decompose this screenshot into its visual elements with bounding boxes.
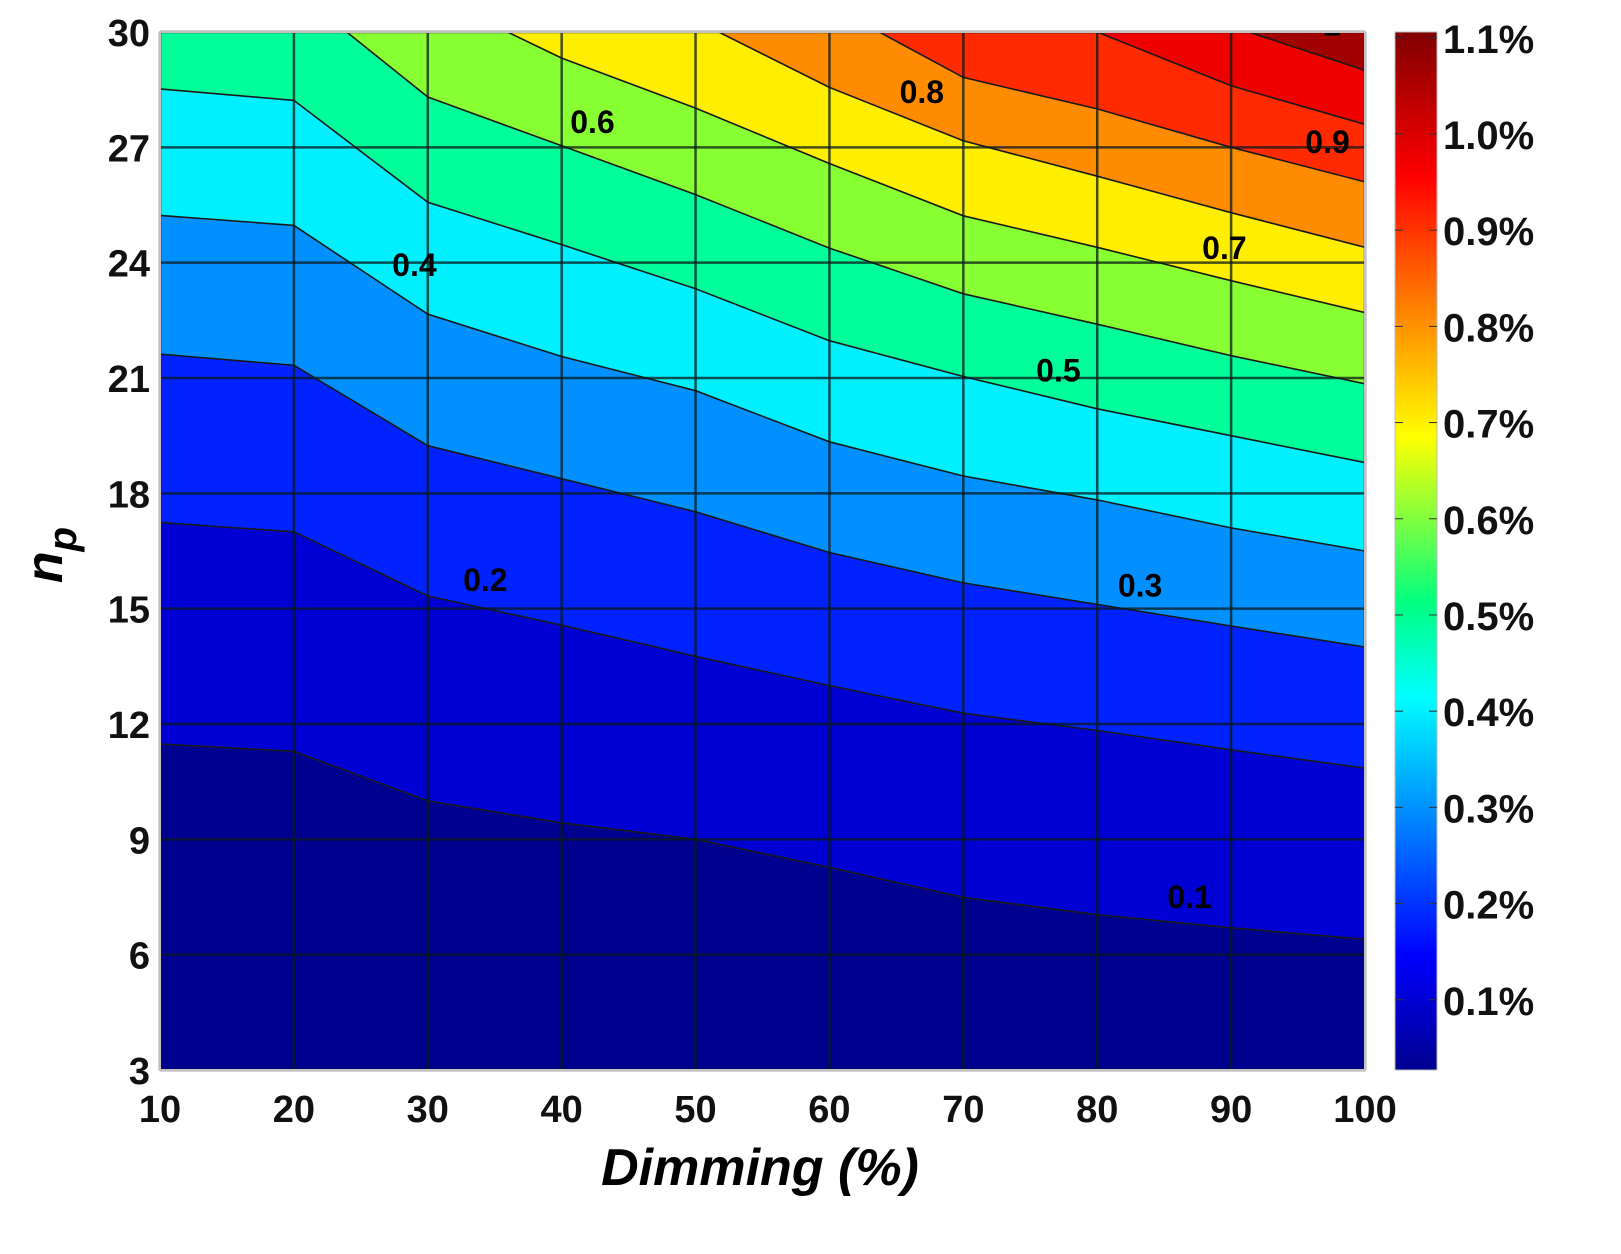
colorbar-tick-label: 1.0% xyxy=(1443,114,1534,158)
contour-line-0.7 xyxy=(505,32,1365,314)
y-tick-labels: 3 6 9 12 15 18 21 24 27 30 xyxy=(108,13,150,1093)
colorbar xyxy=(1394,31,1438,1071)
colorbar-tick-labels: 0.1% 0.2% 0.3% 0.4% 0.5% 0.6% 0.7% 0.8% 0.9% 1.0%… xyxy=(1395,18,1534,1024)
colorbar-tick-label: 0.9% xyxy=(1443,210,1534,254)
plot-frame xyxy=(159,31,1366,1071)
y-tick-label: 21 xyxy=(108,359,150,401)
contour-label: 1 xyxy=(1323,6,1341,42)
contour-label: 0.1 xyxy=(1167,879,1211,915)
svg-text:np: np xyxy=(16,527,85,583)
contour-lines xyxy=(160,32,1365,941)
x-tick-label: 70 xyxy=(942,1089,984,1131)
x-tick-label: 90 xyxy=(1210,1089,1252,1131)
contour-line-0.3 xyxy=(160,353,1365,648)
colorbar-tick-label: 1.1% xyxy=(1443,18,1534,62)
contour-line-0.9 xyxy=(877,32,1365,183)
y-tick-label: 3 xyxy=(129,1051,150,1093)
contour-line-0.1 xyxy=(160,743,1365,941)
colorbar-tick-label: 0.3% xyxy=(1443,787,1534,831)
contour-label: 0.9 xyxy=(1305,124,1349,160)
colorbar-tick-label: 0.2% xyxy=(1443,884,1534,928)
colorbar-tick-label: 0.7% xyxy=(1443,403,1534,447)
x-tick-label: 20 xyxy=(273,1089,315,1131)
y-tick-label: 27 xyxy=(108,128,150,170)
y-axis-title-subscript: p xyxy=(41,527,85,552)
y-tick-label: 30 xyxy=(108,13,150,55)
contour-line-0.4 xyxy=(160,214,1365,552)
x-tick-label: 60 xyxy=(808,1089,850,1131)
y-tick-label: 18 xyxy=(108,474,150,516)
contour-fills xyxy=(160,32,1365,1070)
x-tick-labels: 10 20 30 40 50 60 70 80 90 100 xyxy=(139,1089,1397,1131)
x-tick-label: 30 xyxy=(407,1089,449,1131)
contour-label: 0.3 xyxy=(1118,568,1162,604)
y-tick-label: 9 xyxy=(129,820,150,862)
y-tick-label: 12 xyxy=(108,705,150,747)
contour-label: 0.6 xyxy=(570,104,614,140)
contour-label: 0.4 xyxy=(392,247,437,283)
contour-label: 0.5 xyxy=(1036,352,1080,388)
contour-line-1 xyxy=(1094,32,1365,126)
contour-line-0.2 xyxy=(160,521,1365,769)
y-tick-label: 6 xyxy=(129,936,150,978)
x-tick-label: 50 xyxy=(674,1089,716,1131)
contour-label: 0.7 xyxy=(1202,230,1246,266)
x-axis-title: Dimming (%) xyxy=(601,1139,919,1197)
contour-line-0.5 xyxy=(160,88,1365,464)
y-tick-label: 24 xyxy=(108,244,150,286)
colorbar-tick-label: 0.4% xyxy=(1443,691,1534,735)
colorbar-tick-label: 0.6% xyxy=(1443,499,1534,543)
x-tick-label: 80 xyxy=(1076,1089,1118,1131)
contour-line-0.8 xyxy=(716,32,1365,249)
x-tick-label: 100 xyxy=(1333,1089,1396,1131)
y-axis-title-main: n xyxy=(16,551,74,583)
contour-label: 0.2 xyxy=(463,562,507,598)
contour-label: 0.8 xyxy=(900,74,944,110)
colorbar-tick-label: 0.5% xyxy=(1443,595,1534,639)
y-axis-title: np xyxy=(16,527,85,583)
x-tick-label: 10 xyxy=(139,1089,181,1131)
contour-line-0.6 xyxy=(345,32,1365,385)
y-tick-label: 15 xyxy=(108,590,150,632)
colorbar-tick-label: 0.8% xyxy=(1443,306,1534,350)
x-tick-label: 40 xyxy=(541,1089,583,1131)
contour-labels: 0.1 0.2 0.3 0.4 0.5 0.6 0.7 0.8 0.9 1 xyxy=(392,6,1350,915)
colorbar-tick-label: 0.1% xyxy=(1443,980,1534,1024)
